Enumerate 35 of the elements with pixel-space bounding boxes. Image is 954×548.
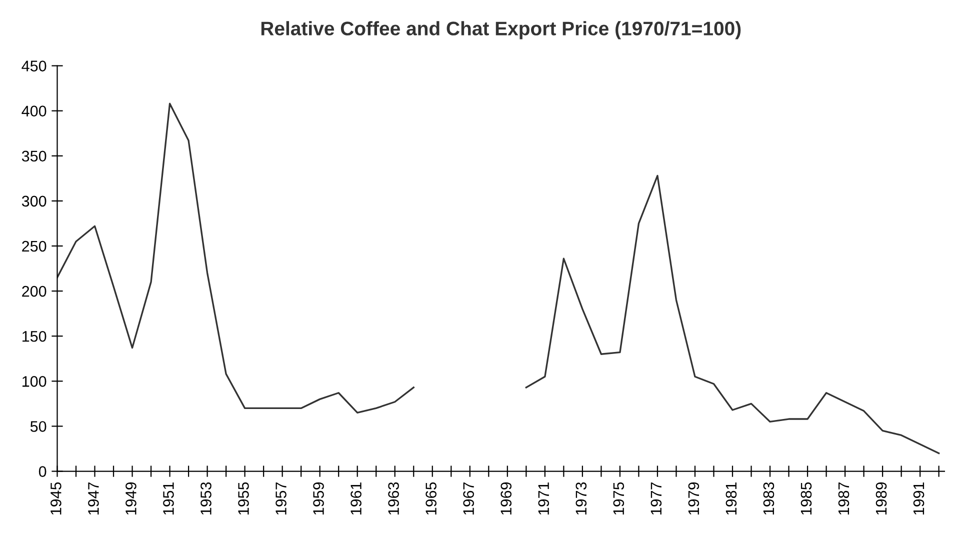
x-tick-label: 1949 [126,482,136,515]
x-tick-label: 1957 [276,482,286,515]
x-tick-label: 1953 [200,482,212,515]
x-tick-label: 1947 [88,482,99,515]
x-tick-label: 1977 [650,482,662,515]
x-tick-label: 1975 [613,482,624,515]
y-tick-label: 100 [22,376,46,387]
chart-title: Relative Coffee and Chat Export Price (1970/71=100) [261,21,741,40]
x-tick-label: 1989 [876,482,887,515]
x-tick-label: 1983 [763,482,774,515]
x-tick-label: 1981 [726,482,737,515]
x-tick-label: 1971 [538,482,550,515]
x-tick-label: 1955 [238,482,249,515]
y-tick-label: 0 [38,466,46,477]
y-tick-label: 250 [22,240,46,252]
x-tick-label: 1961 [350,482,362,515]
y-tick-label: 150 [22,330,46,342]
x-tick-label: 1987 [838,482,850,515]
x-tick-label: 1965 [426,482,436,515]
x-tick-label: 1967 [463,482,474,515]
x-tick-label: 1951 [163,482,174,515]
x-tick-label: 1969 [500,482,512,515]
y-tick-label: 200 [22,286,46,297]
y-tick-label: 350 [22,150,46,162]
x-tick-label: 1973 [576,482,587,515]
x-tick-label: 1945 [50,482,62,515]
y-tick-label: 450 [22,60,46,72]
y-tick-label: 50 [30,421,46,432]
x-tick-label: 1979 [688,482,700,515]
x-tick-label: 1991 [913,482,924,515]
x-tick-label: 1985 [800,482,812,515]
x-tick-label: 1963 [388,482,399,515]
y-tick-label: 300 [22,196,46,207]
x-tick-label: 1959 [313,482,324,515]
y-tick-label: 400 [22,106,46,117]
